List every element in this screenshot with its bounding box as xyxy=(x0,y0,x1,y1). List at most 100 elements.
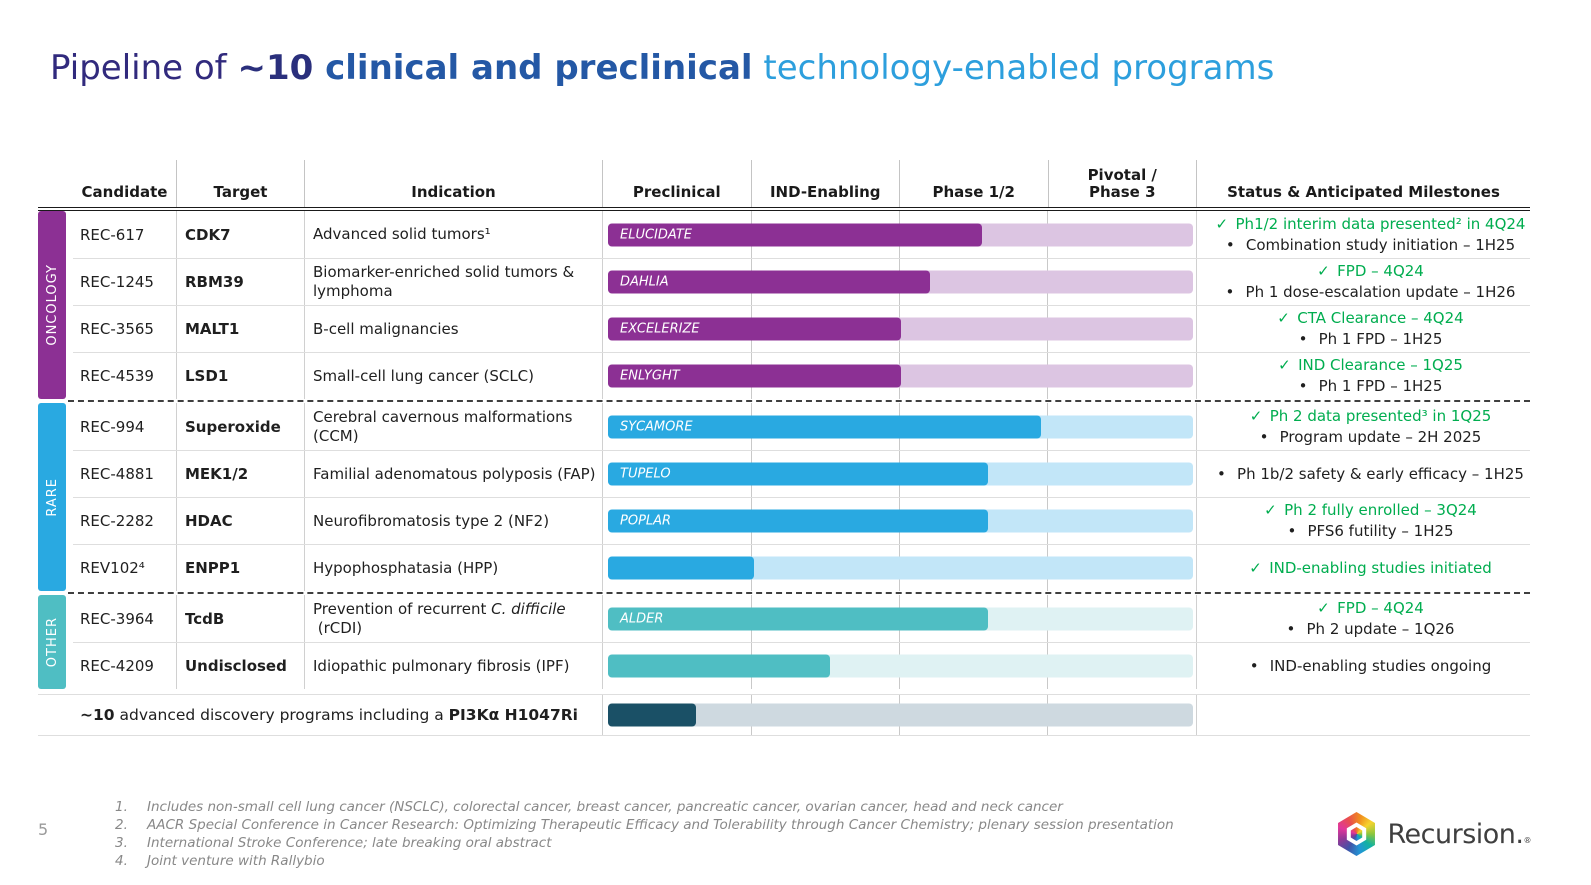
header-target: Target xyxy=(177,160,305,207)
progress-bar: ENLYGHT xyxy=(608,364,901,388)
title-part-4: technology-enabled programs xyxy=(752,48,1275,88)
bullet-icon: • xyxy=(1249,656,1259,675)
candidate-cell: REC-994 xyxy=(73,403,177,450)
group-other: OTHER REC-3964 TcdB Prevention of recurr… xyxy=(38,595,1530,689)
footnotes: 1. Includes non-small cell lung cancer (N… xyxy=(115,798,1174,870)
stage-cell: ENLYGHT xyxy=(603,353,1197,399)
check-icon: ✓ xyxy=(1264,501,1277,519)
discovery-text: ~10 advanced discovery programs includin… xyxy=(73,695,603,735)
stage-cell: POPLAR xyxy=(603,498,1197,544)
progress-bar: SYCAMORE xyxy=(608,415,1041,438)
milestone-done: ✓ CTA Clearance – 4Q24 xyxy=(1277,309,1464,327)
stage-cell: ELUCIDATE xyxy=(603,211,1197,258)
progress-bar: ALDER xyxy=(608,607,989,630)
milestone-done: ✓ Ph 2 fully enrolled – 3Q24 xyxy=(1264,501,1477,519)
indication-cell: B-cell malignancies xyxy=(305,306,603,352)
group-label: RARE xyxy=(44,477,60,517)
progress-bar: ELUCIDATE xyxy=(608,223,983,246)
milestone-done: ✓ FPD – 4Q24 xyxy=(1317,598,1424,617)
title-part-2: ~10 xyxy=(237,48,314,88)
milestone-done: ✓ Ph1/2 interim data presented² in 4Q24 xyxy=(1215,214,1526,233)
target-cell: LSD1 xyxy=(177,353,305,399)
page-number: 5 xyxy=(38,820,49,839)
candidate-cell: REC-1245 xyxy=(73,259,177,305)
progress-track: SYCAMORE xyxy=(608,415,1193,438)
milestone-upcoming: • Ph 1 FPD – 1H25 xyxy=(1298,377,1443,395)
status-cell: ✓ FPD – 4Q24 • Ph 2 update – 1Q26 xyxy=(1197,595,1530,642)
header-status: Status & Anticipated Milestones xyxy=(1227,182,1500,201)
target-cell: RBM39 xyxy=(177,259,305,305)
stage-cell: SYCAMORE xyxy=(603,403,1197,450)
discovery-spacer xyxy=(38,695,73,735)
group-label: OTHER xyxy=(44,616,60,668)
milestone-upcoming: • Ph 1 FPD – 1H25 xyxy=(1298,330,1443,348)
indication-cell: Neurofibromatosis type 2 (NF2) xyxy=(305,498,603,544)
progress-bar: DAHLIA xyxy=(608,270,930,294)
stage-cell: ALDER xyxy=(603,595,1197,642)
title-part-1: Pipeline of xyxy=(50,48,238,88)
registered-mark: ® xyxy=(1523,835,1532,845)
table-row: REC-3964 TcdB Prevention of recurrent C.… xyxy=(73,595,1530,642)
group-rare: RARE REC-994 Superoxide Cerebral caverno… xyxy=(38,403,1530,591)
pipeline-table: Candidate Target Indication Preclinical … xyxy=(38,160,1530,736)
group-ribbon-other: OTHER xyxy=(38,595,66,689)
check-icon: ✓ xyxy=(1278,356,1291,374)
target-cell: CDK7 xyxy=(177,211,305,258)
bullet-icon: • xyxy=(1298,330,1308,348)
status-cell: ✓ IND Clearance – 1Q25 • Ph 1 FPD – 1H25 xyxy=(1197,353,1530,399)
group-label: ONCOLOGY xyxy=(44,264,60,346)
discovery-status-empty xyxy=(1197,695,1530,735)
milestone-upcoming: • Ph 2 update – 1Q26 xyxy=(1286,619,1455,638)
target-cell: ENPP1 xyxy=(177,545,305,591)
bullet-icon: • xyxy=(1287,522,1297,540)
milestone-done: ✓ IND Clearance – 1Q25 xyxy=(1278,356,1463,374)
target-cell: HDAC xyxy=(177,498,305,544)
bullet-icon: • xyxy=(1259,427,1269,446)
status-cell: ✓ FPD – 4Q24 • Ph 1 dose-escalation update… xyxy=(1197,259,1530,305)
status-cell: • Ph 1b/2 safety & early efficacy – 1H25 xyxy=(1197,451,1530,497)
footnote: 1. Includes non-small cell lung cancer (N… xyxy=(115,799,1063,815)
milestone-upcoming: • Ph 1 dose-escalation update – 1H26 xyxy=(1225,283,1516,301)
discovery-row: ~10 advanced discovery programs includin… xyxy=(38,694,1530,736)
check-icon: ✓ xyxy=(1249,558,1262,577)
logo-wordmark: Recursion.® xyxy=(1387,818,1532,850)
header-stages: Preclinical IND-Enabling Phase 1/2 Pivot… xyxy=(603,160,1197,207)
progress-track: TUPELO xyxy=(608,462,1193,486)
table-row: REC-2282 HDAC Neurofibromatosis type 2 (… xyxy=(73,497,1530,544)
candidate-cell: REC-4881 xyxy=(73,451,177,497)
stage-cell xyxy=(603,545,1197,591)
target-cell: TcdB xyxy=(177,595,305,642)
group-ribbon-oncology: ONCOLOGY xyxy=(38,211,66,399)
status-cell: ✓ CTA Clearance – 4Q24 • Ph 1 FPD – 1H25 xyxy=(1197,306,1530,352)
status-cell: ✓ IND-enabling studies initiated xyxy=(1197,545,1530,591)
stage-cell: TUPELO xyxy=(603,451,1197,497)
progress-bar: POPLAR xyxy=(608,509,989,533)
table-row: REC-617 CDK7 Advanced solid tumors¹ ELUC… xyxy=(73,211,1530,258)
check-icon: ✓ xyxy=(1277,309,1290,327)
stage-cell: EXCELERIZE xyxy=(603,306,1197,352)
indication-cell: Familial adenomatous polyposis (FAP) xyxy=(305,451,603,497)
stage-cell: DAHLIA xyxy=(603,259,1197,305)
progress-bar xyxy=(608,556,755,580)
bullet-icon: • xyxy=(1298,377,1308,395)
candidate-cell: REC-2282 xyxy=(73,498,177,544)
progress-track: ALDER xyxy=(608,607,1193,630)
candidate-cell: REV102⁴ xyxy=(73,545,177,591)
progress-track: EXCELERIZE xyxy=(608,317,1193,341)
candidate-cell: REC-617 xyxy=(73,211,177,258)
check-icon: ✓ xyxy=(1215,214,1229,233)
group-ribbon-rare: RARE xyxy=(38,403,66,591)
stage-cell xyxy=(603,695,1197,735)
candidate-cell: REC-3964 xyxy=(73,595,177,642)
progress-bar xyxy=(608,654,831,678)
table-header: Candidate Target Indication Preclinical … xyxy=(38,160,1530,211)
progress-track: POPLAR xyxy=(608,509,1193,533)
indication-cell: Hypophosphatasia (HPP) xyxy=(305,545,603,591)
header-stage-phase12: Phase 1/2 xyxy=(900,160,1049,207)
milestone-upcoming: • IND-enabling studies ongoing xyxy=(1249,656,1492,675)
progress-track xyxy=(608,703,1193,727)
table-row: REV102⁴ ENPP1 Hypophosphatasia (HPP) ✓ IN… xyxy=(73,544,1530,591)
milestone-upcoming: • PFS6 futility – 1H25 xyxy=(1287,522,1454,540)
page-title: Pipeline of ~10 clinical and preclinical… xyxy=(50,48,1274,89)
